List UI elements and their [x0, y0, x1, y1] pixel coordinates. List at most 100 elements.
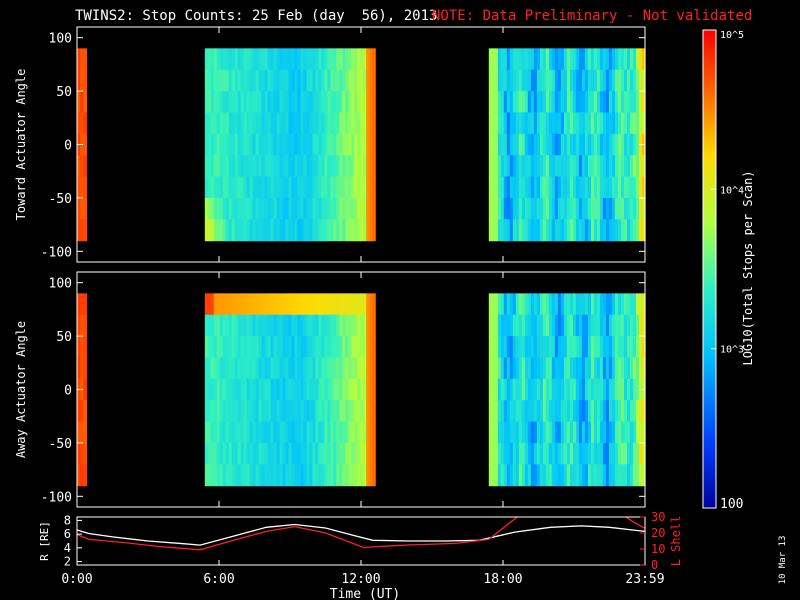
heatmap-cell [635, 314, 640, 337]
heatmap-cell [333, 69, 337, 92]
heatmap-cell [593, 155, 598, 178]
heatmap-cell [270, 293, 275, 316]
heatmap-cell [80, 442, 84, 465]
heatmap-cell [252, 378, 257, 401]
heatmap-cell [210, 442, 215, 465]
heatmap-cell [255, 421, 260, 444]
heatmap-cell [300, 112, 305, 135]
heatmap-cell [506, 357, 511, 380]
heatmap-cell [602, 464, 607, 487]
heatmap-cell [348, 400, 352, 423]
heatmap-cell [267, 293, 272, 316]
heatmap-cell [554, 91, 559, 114]
heatmap-cell [590, 442, 595, 465]
heatmap-cell [252, 442, 257, 465]
heatmap-cell [608, 155, 613, 178]
heatmap-cell [533, 293, 538, 316]
heatmap-cell [494, 48, 499, 71]
heatmap-cell [542, 357, 547, 380]
heatmap-cell [291, 133, 296, 156]
heatmap-cell [578, 48, 583, 71]
heatmap-cell [611, 48, 616, 71]
heatmap-cell [500, 112, 505, 135]
heatmap-cell [530, 133, 535, 156]
heatmap-cell [306, 336, 311, 359]
heatmap-cell [213, 48, 218, 71]
heatmap-cell [563, 421, 568, 444]
heatmap-cell [366, 400, 370, 423]
heatmap-cell [608, 48, 613, 71]
heatmap-cell [213, 378, 218, 401]
heatmap-cell [282, 314, 287, 337]
heatmap-cell [273, 314, 278, 337]
heatmap-cell [318, 112, 322, 135]
heatmap-cell [204, 112, 209, 135]
heatmap-cell [360, 421, 364, 444]
heatmap-cell [572, 464, 577, 487]
heatmap-cell [282, 378, 287, 401]
heatmap-cell [509, 176, 514, 199]
heatmap-cell [210, 91, 215, 114]
heatmap-cell [533, 176, 538, 199]
data-block-1 [204, 48, 376, 242]
x-tick-label: 0:00 [61, 572, 92, 587]
heatmap-cell [590, 357, 595, 380]
heatmap-cell [599, 336, 604, 359]
heatmap-cell [605, 442, 610, 465]
heatmap-cell [506, 155, 511, 178]
heatmap-cell [366, 133, 370, 156]
heatmap-cell [566, 112, 571, 135]
heatmap-cell [623, 219, 628, 242]
heatmap-cell [243, 69, 248, 92]
heatmap-cell [617, 219, 622, 242]
heatmap-cell [642, 112, 646, 135]
heatmap-cell [536, 357, 541, 380]
heatmap-cell [291, 336, 296, 359]
heatmap-cell [629, 48, 634, 71]
heatmap-cell [560, 314, 565, 337]
heatmap-cell [599, 48, 604, 71]
heatmap-cell [342, 69, 346, 92]
heatmap-cell [635, 442, 640, 465]
heatmap-cell [327, 400, 331, 423]
heatmap-cell [77, 442, 81, 465]
heatmap-cell [342, 112, 346, 135]
heatmap-cell [563, 314, 568, 337]
heatmap-cell [276, 48, 281, 71]
heatmap-cell [249, 133, 254, 156]
heatmap-cell [324, 400, 328, 423]
heatmap-cell [303, 91, 308, 114]
heatmap-cell [336, 314, 340, 337]
heatmap-cell [557, 293, 562, 316]
heatmap-cell [315, 421, 319, 444]
heatmap-cell [312, 197, 317, 220]
heatmap-cell [605, 91, 610, 114]
heatmap-cell [497, 442, 502, 465]
heatmap-cell [497, 314, 502, 337]
heatmap-cell [351, 336, 355, 359]
heatmap-cell [234, 357, 239, 380]
heatmap-cell [273, 197, 278, 220]
heatmap-cell [360, 357, 364, 380]
heatmap-cell [497, 464, 502, 487]
heatmap-cell [536, 314, 541, 337]
heatmap-cell [297, 314, 302, 337]
heatmap-cell [213, 133, 218, 156]
heatmap-cell [336, 336, 340, 359]
heatmap-cell [611, 400, 616, 423]
heatmap-cell [324, 112, 328, 135]
heatmap-cell [569, 176, 574, 199]
heatmap-cell [527, 112, 532, 135]
heatmap-cell [602, 155, 607, 178]
heatmap-cell [83, 357, 88, 380]
heatmap-cell [569, 155, 574, 178]
y-tick-label: 50 [56, 85, 72, 100]
heatmap-cell [83, 442, 88, 465]
heatmap-cell [557, 464, 562, 487]
heatmap-cell [204, 378, 209, 401]
heatmap-cell [261, 176, 266, 199]
heatmap-cell [225, 293, 230, 316]
heatmap-cell [369, 336, 373, 359]
heatmap-cell [330, 378, 334, 401]
y-tick-label: -100 [41, 490, 72, 505]
